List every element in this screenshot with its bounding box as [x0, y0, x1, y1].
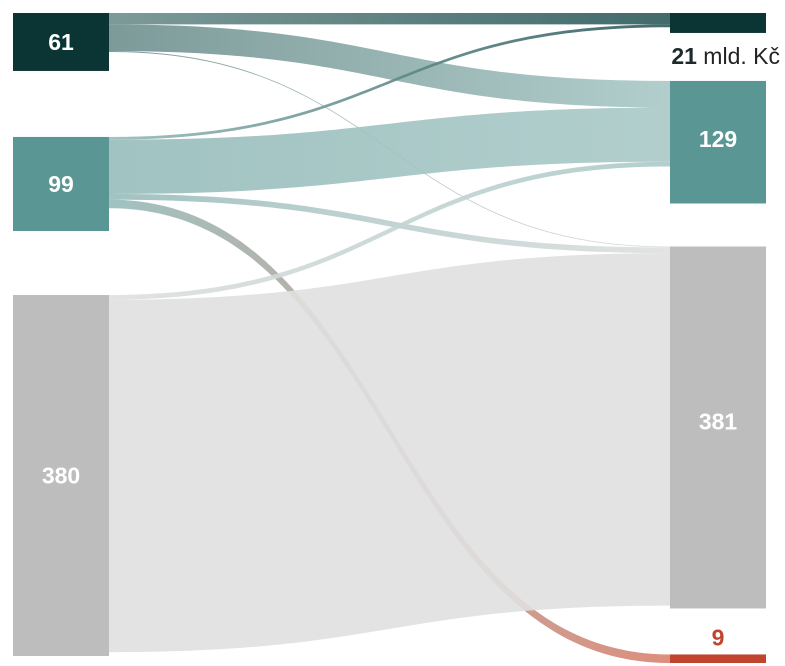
source-node-61: [13, 13, 109, 71]
label-layer: 61 99 380 21 mld. Kč 129 381 9: [42, 29, 780, 650]
target-node-129: [670, 80, 766, 204]
target-node-9: [670, 654, 766, 663]
node-layer: [13, 13, 766, 663]
target-unit-label: mld. Kč: [697, 43, 780, 69]
target-value-label: 129: [699, 126, 737, 152]
target-value-number: 21: [671, 43, 697, 69]
source-value-label: 99: [48, 171, 74, 197]
flow-s1-t2: [109, 24, 670, 108]
target-node-381: [670, 246, 766, 609]
target-value-label: 9: [712, 624, 725, 650]
target-value-label: 21 mld. Kč: [671, 43, 780, 69]
source-node-380: [13, 295, 109, 656]
flow-s2-t3: [109, 193, 670, 254]
flow-s2-t1: [109, 24, 670, 140]
flow-s3-t2: [109, 161, 670, 300]
source-value-label: 380: [42, 463, 80, 489]
flow-layer: [109, 13, 670, 663]
source-node-99: [13, 136, 109, 231]
target-node-21: [670, 13, 766, 33]
flow-s3-t3: [109, 253, 670, 653]
target-value-label: 381: [699, 408, 738, 434]
flow-s1-t1: [109, 13, 670, 25]
source-value-label: 61: [48, 29, 74, 55]
flow-s2-t2: [109, 107, 670, 194]
